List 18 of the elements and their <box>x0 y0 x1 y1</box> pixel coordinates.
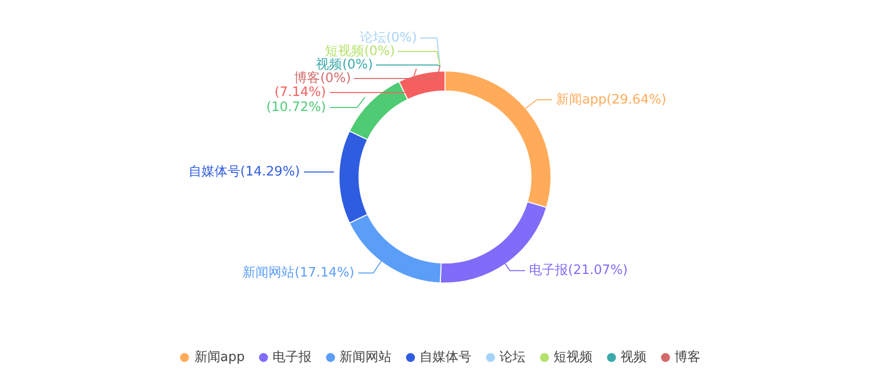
data-label: (7.14%) <box>274 85 326 100</box>
legend-label: 电子报 <box>272 349 312 366</box>
category-label: 电子报(21.07%) <box>529 263 628 278</box>
legend-label: 新闻app <box>194 349 245 366</box>
category-label: 博客(0%) <box>294 71 351 86</box>
legend-label: 新闻网站 <box>340 349 392 366</box>
category-label: 新闻网站(17.14%) <box>242 266 354 281</box>
legend-label: 短视频 <box>554 349 593 366</box>
legend-label: 视频 <box>620 349 647 366</box>
data-label: (10.72%) <box>266 100 326 115</box>
legend-label: 论坛 <box>500 349 526 366</box>
legend-label: 自媒体号 <box>420 349 472 366</box>
category-label: 新闻app(29.64%) <box>556 92 666 108</box>
category-label: 视频(0%) <box>316 58 373 72</box>
category-label: 短视频(0%) <box>325 44 395 59</box>
category-label: 自媒体号(14.29%) <box>188 164 300 180</box>
category-label: 论坛(0%) <box>360 30 417 46</box>
legend-label: 博客 <box>674 349 701 366</box>
